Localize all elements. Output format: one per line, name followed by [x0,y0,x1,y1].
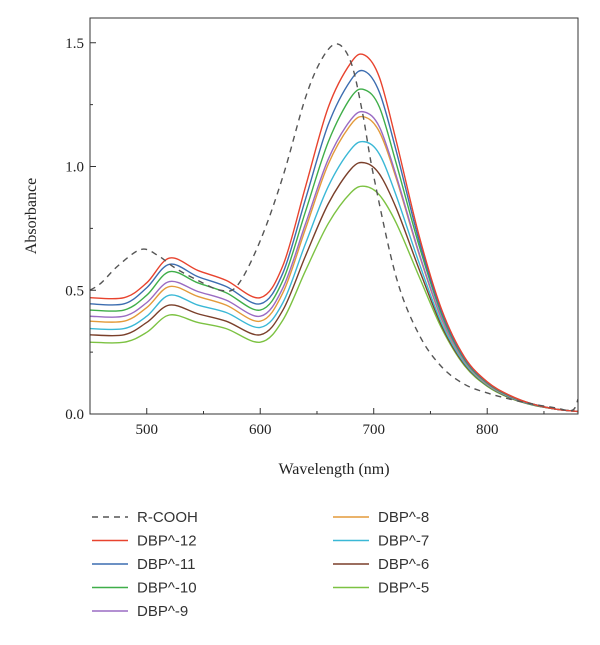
series-layer [90,43,578,413]
x-tick-label: 600 [249,422,272,438]
y-tick-label: 0.5 [65,283,84,299]
series-line-7 [90,161,578,413]
legend: R-COOH DBP^-12 DBP^-11 DBP^-10 DBP^-9 DBP^-8 D… [92,509,429,620]
ticks-layer: 500 600 700 800 0.0 0.5 1.0 1.5 [65,36,545,438]
y-tick-label: 1.0 [65,160,84,176]
series-line-3 [90,88,578,413]
x-axis-title: Wavelength (nm) [278,461,389,478]
series-line-2 [90,69,578,413]
legend-label: DBP^-12 [137,533,197,550]
x-tick-label: 500 [135,422,158,438]
series-line-5 [90,115,578,413]
y-tick-label: 1.5 [65,36,84,52]
y-axis-title: Absorbance [23,178,40,254]
legend-label: R-COOH [137,509,198,526]
series-line-1 [90,53,578,413]
legend-label: DBP^-9 [137,603,188,620]
legend-label: DBP^-5 [378,580,429,597]
legend-label: DBP^-6 [378,556,429,573]
legend-label: DBP^-10 [137,580,197,597]
legend-label: DBP^-8 [378,509,429,526]
plot-frame [89,17,579,415]
legend-label: DBP^-7 [378,533,429,550]
x-tick-label: 700 [362,422,385,438]
x-tick-label: 800 [476,422,499,438]
legend-label: DBP^-11 [137,556,195,573]
y-tick-label: 0.0 [65,407,84,423]
series-line-0 [90,43,578,412]
